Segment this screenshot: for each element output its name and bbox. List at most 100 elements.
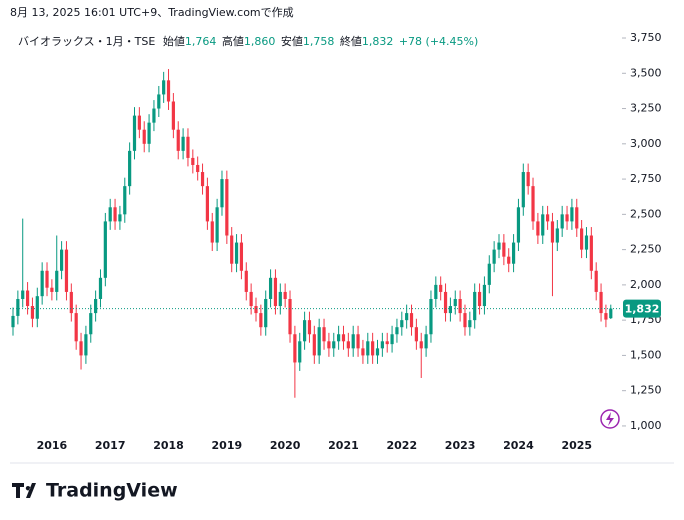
candle-body	[35, 296, 39, 319]
candle-body	[317, 327, 321, 356]
x-tick-label: 2019	[212, 439, 243, 452]
candle-body	[79, 341, 83, 356]
candle-body	[162, 80, 166, 95]
candle-body	[405, 313, 409, 321]
candle-body	[108, 207, 112, 222]
candle-body	[327, 341, 331, 349]
caption: 8月 13, 2025 16:01 UTC+9、TradingView.comで…	[10, 6, 294, 19]
candle-body	[560, 214, 564, 229]
candle-body	[166, 80, 171, 102]
candle-body	[137, 115, 141, 130]
y-tick-label: 2,250	[630, 243, 662, 256]
candle-body	[55, 270, 59, 292]
candle-body	[103, 221, 107, 278]
candle-body	[395, 327, 399, 335]
candle-body	[371, 341, 375, 356]
candle-body	[351, 334, 355, 349]
candle-body	[157, 94, 161, 109]
change: +78 (+4.45%)	[399, 35, 478, 48]
alert-bolt	[606, 412, 614, 426]
candle-body	[521, 172, 525, 208]
y-tick-label: 2,500	[630, 207, 662, 220]
candle-body	[273, 277, 278, 307]
candle-body	[230, 235, 234, 264]
candle-body	[458, 298, 462, 314]
y-tick-label: 3,000	[630, 137, 662, 150]
candle-body	[132, 115, 137, 151]
candle-body	[244, 270, 248, 292]
candle-body	[414, 327, 418, 342]
candle-body	[264, 298, 268, 328]
candle-body	[473, 291, 477, 321]
candle-body	[249, 291, 253, 307]
candle-body	[448, 306, 452, 314]
candle-body	[21, 290, 25, 299]
candle-body	[307, 320, 312, 335]
candle-body	[482, 284, 487, 307]
y-tick-label: 3,250	[630, 102, 662, 115]
x-tick-label: 2025	[561, 439, 592, 452]
candle-body	[288, 298, 292, 335]
candle-body	[30, 306, 35, 319]
candle-body	[152, 108, 156, 123]
candle-body	[516, 207, 521, 243]
candle-body	[346, 341, 350, 349]
candle-body	[176, 129, 180, 151]
candle-body	[575, 207, 579, 229]
y-tick-label: 1,000	[630, 419, 662, 432]
candle-body	[283, 291, 287, 299]
candle-body	[356, 334, 360, 349]
candle-body	[468, 320, 472, 328]
candle-body	[113, 207, 117, 222]
candle-body	[341, 334, 346, 342]
candle-body	[74, 313, 78, 342]
candle-body	[45, 270, 49, 288]
candle-body	[429, 298, 433, 335]
symbol: バイオラックス・1月・TSE	[18, 35, 155, 48]
candle-body	[390, 334, 394, 345]
candle-body	[11, 315, 15, 328]
candle-body	[94, 298, 98, 314]
candle-body	[225, 179, 229, 236]
candle-body	[497, 242, 501, 250]
candle-body	[312, 334, 316, 356]
candle-body	[565, 214, 569, 222]
logo: TradingView	[12, 480, 178, 502]
candle-body	[555, 228, 559, 243]
candle-body	[98, 277, 103, 299]
candle-body	[439, 284, 443, 292]
candle-body	[69, 291, 73, 314]
candle-body	[84, 334, 88, 356]
x-tick-label: 2023	[445, 439, 476, 452]
candle-body	[453, 298, 457, 307]
candle-body	[128, 150, 132, 187]
x-tick-label: 2022	[386, 439, 417, 452]
y-tick-label: 1,500	[630, 348, 662, 361]
candle-body	[550, 221, 555, 243]
candle-body	[123, 186, 127, 215]
candle-body	[487, 263, 491, 285]
candle-body	[536, 221, 540, 236]
candle-body	[375, 348, 380, 356]
logo-text: TradingView	[46, 480, 178, 502]
candle-body	[584, 235, 589, 250]
candle-body	[385, 341, 389, 345]
candle-body	[604, 313, 608, 320]
low-label: 安値	[281, 34, 303, 48]
candle-body	[580, 228, 584, 250]
candle-body	[254, 306, 258, 314]
logo-mark	[12, 483, 36, 498]
candle-body	[502, 242, 506, 257]
candle-body	[541, 214, 545, 236]
candle-body	[259, 313, 263, 328]
alert-icon[interactable]	[600, 409, 620, 429]
candle-body	[196, 164, 200, 173]
candle-body	[215, 207, 219, 243]
candle-body	[409, 313, 414, 328]
candle-body	[191, 157, 195, 165]
high: 1,860	[244, 35, 276, 48]
candle-body	[492, 249, 496, 264]
candle-body	[570, 207, 574, 222]
candle-body	[50, 287, 54, 292]
close-label: 終値	[340, 34, 362, 48]
